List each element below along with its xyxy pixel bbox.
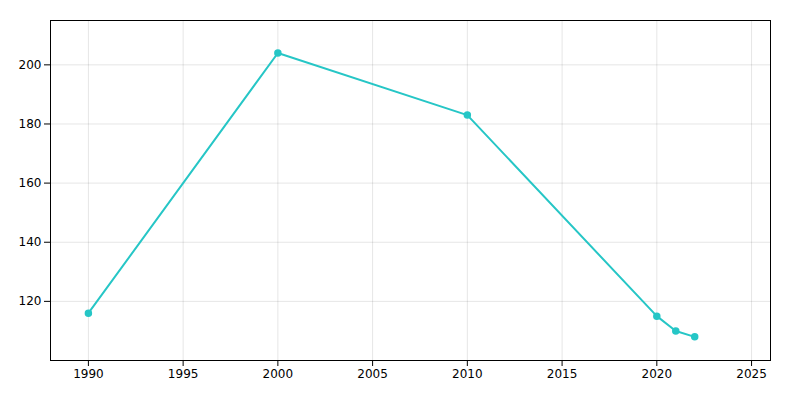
svg-text:2025: 2025 bbox=[736, 367, 767, 381]
svg-text:140: 140 bbox=[19, 235, 42, 249]
svg-text:2000: 2000 bbox=[263, 367, 294, 381]
svg-text:160: 160 bbox=[19, 176, 42, 190]
svg-text:2010: 2010 bbox=[452, 367, 483, 381]
svg-text:200: 200 bbox=[19, 58, 42, 72]
svg-text:120: 120 bbox=[19, 294, 42, 308]
svg-text:1995: 1995 bbox=[168, 367, 199, 381]
svg-text:2020: 2020 bbox=[642, 367, 673, 381]
svg-text:1990: 1990 bbox=[73, 367, 104, 381]
svg-text:2015: 2015 bbox=[547, 367, 578, 381]
svg-text:2005: 2005 bbox=[357, 367, 388, 381]
svg-text:180: 180 bbox=[19, 117, 42, 131]
